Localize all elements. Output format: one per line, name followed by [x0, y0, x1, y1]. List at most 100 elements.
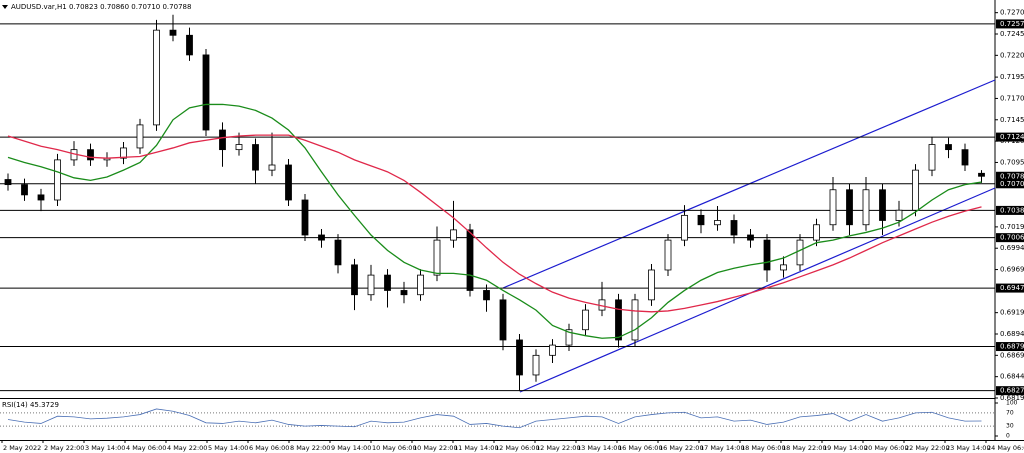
- x-tick-label: 20 May 06:00: [864, 444, 909, 452]
- candle-body: [648, 269, 655, 301]
- x-tick-label: 10 May 06:00: [372, 444, 417, 452]
- x-tick-label: 4 May 06:00: [126, 444, 166, 452]
- level-label: 0.71247: [1000, 133, 1024, 141]
- x-tick-label: 18 May 06:00: [741, 444, 786, 452]
- x-tick-label: 23 May 14:00: [946, 444, 991, 452]
- y-tick-label: 0.72455: [1000, 30, 1024, 38]
- candle-body: [219, 129, 226, 151]
- x-tick-label: 4 May 22:00: [167, 444, 207, 452]
- level-label-box: [996, 205, 1024, 215]
- candle-body: [351, 264, 358, 296]
- candle-body: [895, 209, 903, 221]
- x-tick-label: 8 May 22:00: [290, 444, 330, 452]
- candle-body: [301, 199, 309, 236]
- y-tick-label: 0.72705: [1000, 9, 1024, 17]
- level-label-box: [996, 386, 1024, 396]
- level-label-box: [996, 132, 1024, 142]
- channel-lower: [519, 187, 996, 393]
- x-tick-label: 3 May 14:00: [85, 444, 125, 452]
- candle-body: [450, 229, 457, 241]
- x-tick-label: 17 May 14:00: [700, 444, 745, 452]
- candle-body: [120, 147, 127, 159]
- x-tick-label: 16 May 06:00: [618, 444, 663, 452]
- last-price-box: [996, 171, 1024, 181]
- candle-body: [631, 299, 639, 341]
- moving-average: [7, 103, 982, 339]
- candle-body: [813, 224, 820, 241]
- rsi-tick-label: 30: [1006, 423, 1014, 430]
- candle-body: [268, 164, 276, 171]
- candle-body: [235, 144, 243, 151]
- candle-body: [483, 290, 490, 301]
- x-tick-label: 11 May 14:00: [454, 444, 499, 452]
- candle-body: [697, 214, 705, 226]
- menu-arrow[interactable]: [2, 5, 8, 9]
- candle-body: [37, 194, 45, 201]
- symbol-header: AUDUSD.var,H1 0.70823 0.70860 0.70710 0.…: [11, 3, 191, 11]
- x-tick-label: 2 May 2022: [3, 444, 41, 452]
- rsi-line: [7, 408, 982, 429]
- last-price-label: 0.70788: [1000, 172, 1024, 180]
- x-tick-label: 16 May 22:00: [659, 444, 704, 452]
- candle-body: [252, 144, 259, 171]
- x-tick-label: 24 May 06:00: [987, 444, 1024, 452]
- candle-body: [285, 164, 292, 201]
- candle-body: [829, 189, 837, 226]
- y-tick-label: 0.69945: [1000, 244, 1024, 252]
- candle-body: [433, 239, 441, 276]
- candle-body: [796, 239, 804, 266]
- candle-body: [912, 169, 919, 211]
- x-tick-label: 5 May 14:00: [208, 444, 248, 452]
- x-tick-label: 12 May 22:00: [536, 444, 581, 452]
- candle-body: [186, 34, 193, 56]
- level-label-box: [996, 283, 1024, 293]
- candle-body: [384, 274, 391, 291]
- candle-body: [681, 214, 688, 241]
- rsi-tick-label: 100: [1006, 400, 1018, 407]
- candle-body: [466, 229, 474, 291]
- candle-body: [334, 239, 342, 266]
- candle-body: [565, 329, 573, 346]
- y-tick-label: 0.69695: [1000, 266, 1024, 274]
- rsi-tick-label: 70: [1006, 409, 1014, 416]
- candle-body: [846, 189, 853, 226]
- level-label: 0.68793: [1000, 343, 1024, 351]
- candle-body: [318, 234, 325, 241]
- candle-body: [87, 149, 94, 161]
- candle-body: [714, 220, 721, 226]
- candle-body: [945, 144, 952, 151]
- level-label-box: [996, 233, 1024, 243]
- level-label: 0.70388: [1000, 206, 1024, 214]
- candle-body: [400, 290, 408, 296]
- candle-body: [582, 309, 589, 331]
- candle-body: [862, 189, 870, 226]
- level-label: 0.69478: [1000, 284, 1024, 292]
- x-tick-label: 12 May 06:00: [495, 444, 540, 452]
- candle-body: [169, 29, 177, 36]
- candle-body: [21, 184, 28, 196]
- candle-body: [136, 124, 144, 149]
- candle-body: [516, 339, 523, 376]
- candle-body: [664, 239, 672, 271]
- level-label-box: [996, 342, 1024, 352]
- candle-body: [202, 54, 210, 131]
- rsi-tick-label: 0: [1006, 433, 1010, 440]
- candle-body: [532, 354, 540, 376]
- candle-body: [961, 149, 969, 166]
- level-label-box: [996, 179, 1024, 189]
- x-tick-label: 9 May 14:00: [331, 444, 371, 452]
- level-label: 0.72573: [1000, 20, 1024, 28]
- candle-body: [763, 239, 771, 271]
- x-tick-label: 22 May 22:00: [905, 444, 950, 452]
- level-label: 0.68276: [1000, 387, 1024, 395]
- x-tick-label: 18 May 22:00: [782, 444, 827, 452]
